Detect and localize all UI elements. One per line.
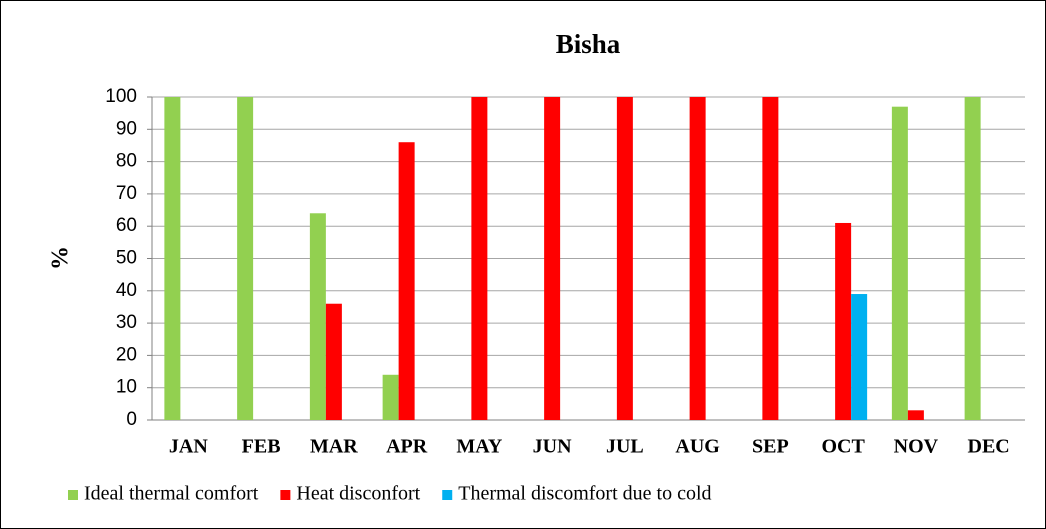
bar	[891, 106, 908, 420]
bar	[325, 303, 342, 420]
bar	[544, 97, 561, 420]
x-tick-label: APR	[386, 436, 428, 458]
bar	[964, 97, 981, 420]
x-tick-label: FEB	[242, 436, 281, 458]
legend-swatch	[442, 490, 453, 500]
x-tick-label: MAY	[456, 436, 502, 458]
bar	[762, 97, 779, 420]
y-tick-label: 20	[116, 344, 137, 365]
chart-title: Bisha	[556, 29, 621, 59]
bar	[907, 410, 924, 420]
x-tick-label: NOV	[894, 436, 939, 458]
x-tick-label: AUG	[675, 436, 720, 458]
bar	[471, 97, 488, 420]
x-tick-label: OCT	[821, 436, 865, 458]
bar	[689, 97, 706, 420]
x-tick-label: JUN	[533, 436, 572, 458]
x-tick-label: SEP	[752, 436, 789, 458]
x-tick-label: JAN	[169, 436, 208, 458]
y-tick-label: 70	[116, 183, 137, 204]
y-tick-label: 100	[105, 86, 137, 107]
legend-swatch	[68, 490, 78, 500]
y-tick-label: 0	[126, 409, 137, 430]
x-tick-label: MAR	[310, 436, 358, 458]
bar	[237, 97, 254, 420]
bar	[164, 97, 181, 420]
y-tick-label: 90	[116, 118, 137, 139]
bar	[835, 222, 852, 420]
y-tick-label: 50	[116, 248, 137, 269]
y-tick-label: 40	[116, 280, 137, 301]
bar	[398, 142, 415, 420]
y-tick-label: 60	[116, 215, 137, 236]
y-axis-label: %	[48, 246, 74, 270]
legend-swatch	[280, 490, 291, 500]
legend-label: Thermal discomfort due to cold	[458, 483, 711, 505]
y-tick-label: 30	[116, 312, 137, 333]
x-tick-label: DEC	[968, 436, 1010, 458]
bar	[382, 374, 399, 420]
x-tick-label: JUL	[606, 436, 644, 458]
bar	[309, 213, 326, 420]
legend-label: Heat disconfort	[296, 483, 420, 505]
bar	[616, 97, 633, 420]
y-tick-label: 80	[116, 151, 137, 172]
bar	[851, 294, 868, 420]
legend-label: Ideal thermal comfort	[84, 483, 259, 505]
y-tick-label: 10	[116, 377, 137, 398]
